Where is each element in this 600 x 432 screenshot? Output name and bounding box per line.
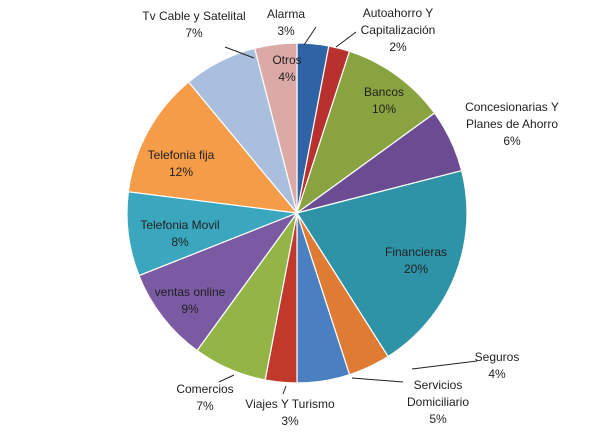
leader-line: [282, 385, 287, 395]
slice-label-percent: 5%: [429, 412, 447, 426]
slice-label-percent: 9%: [181, 302, 199, 316]
slice-labels: Alarma 3% Autoahorro Y Capitalización 2% Banc…: [140, 6, 559, 428]
slice-label-percent: 3%: [281, 414, 299, 428]
slice-label: Alarma 3%: [267, 7, 305, 38]
slice-label-name: Otros: [272, 53, 301, 67]
slice-label-name: Domiciliario: [407, 395, 469, 409]
slice-label-name: Financieras: [385, 245, 447, 259]
leader-line: [303, 26, 317, 46]
leader-line: [224, 46, 255, 59]
slice-label-name: Seguros: [475, 350, 520, 364]
slice-label-name: Servicios: [414, 378, 463, 392]
slice-label: Autoahorro Y Capitalización 2%: [361, 6, 436, 54]
slice-label-name: Planes de Ahorro: [466, 117, 558, 131]
pie-slice-financieras: [296, 169, 468, 358]
slice-label-name: Telefonia Movil: [140, 218, 219, 232]
slice-label-name: Comercios: [176, 382, 233, 396]
slice-label-percent: 7%: [185, 26, 203, 40]
pie-slices: [126, 42, 468, 384]
slice-label-percent: 3%: [277, 24, 295, 38]
slice-label: Otros 4%: [272, 53, 301, 84]
slice-label-percent: 6%: [503, 134, 521, 148]
leader-lines: [218, 26, 478, 395]
slice-label-percent: 12%: [169, 165, 193, 179]
slice-label: Seguros 4%: [475, 350, 520, 381]
slice-label-name: Tv Cable y Satelital: [142, 9, 245, 23]
pie-slice-telefonia-fija: [127, 81, 299, 214]
slice-label-name: Viajes Y Turismo: [245, 397, 335, 411]
slice-label: Telefonia fija 12%: [148, 148, 215, 179]
slice-label: Concesionarias Y Planes de Ahorro 6%: [465, 100, 559, 148]
slice-label-percent: 4%: [488, 367, 506, 381]
slice-label-percent: 8%: [171, 235, 189, 249]
slice-label-name: Capitalización: [361, 23, 436, 37]
slice-label: Financieras 20%: [385, 245, 447, 276]
leader-line: [411, 360, 478, 370]
slice-label-name: Alarma: [267, 7, 305, 21]
slice-label-percent: 20%: [404, 262, 428, 276]
slice-label-name: Autoahorro Y: [363, 6, 434, 20]
leader-line: [218, 374, 235, 383]
slice-label: Telefonia Movil 8%: [140, 218, 219, 249]
pie-slice-bancos: [295, 50, 436, 215]
slice-label-name: Bancos: [364, 85, 404, 99]
slice-label-name: Concesionarias Y: [465, 100, 559, 114]
slice-label-name: ventas online: [155, 285, 226, 299]
slice-label-percent: 4%: [278, 70, 296, 84]
slice-label: ventas online 9%: [155, 285, 226, 316]
leader-line: [351, 377, 404, 383]
slice-label-percent: 2%: [389, 40, 407, 54]
pie-slice-ventas-online: [138, 211, 299, 352]
slice-label: Tv Cable y Satelital 7%: [142, 9, 245, 40]
slice-label: Servicios Domiciliario 5%: [407, 378, 469, 426]
slice-label: Viajes Y Turismo 3%: [245, 397, 335, 428]
slice-label-name: Telefonia fija: [148, 148, 215, 162]
slice-label-percent: 10%: [372, 102, 396, 116]
leader-line: [335, 31, 357, 48]
pie-slice-otros: [253, 42, 298, 214]
slice-label-percent: 7%: [196, 399, 214, 413]
slice-label: Bancos 10%: [364, 85, 404, 116]
slice-label: Comercios 7%: [176, 382, 233, 413]
